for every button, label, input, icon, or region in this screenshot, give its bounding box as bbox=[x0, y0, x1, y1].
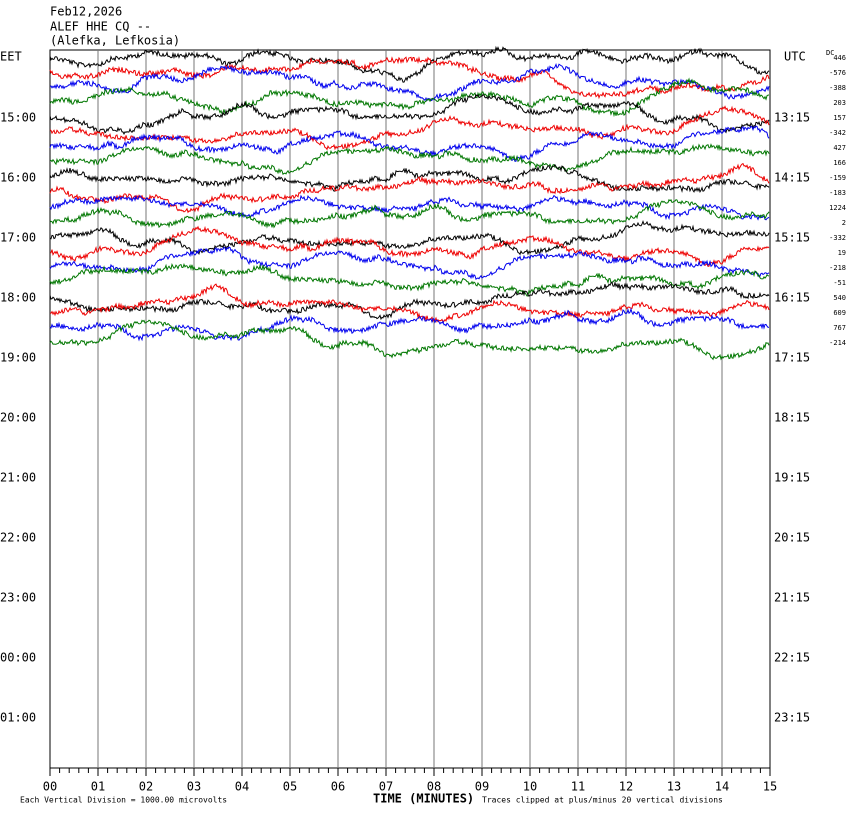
dc-offset: 446 bbox=[833, 54, 846, 62]
x-tick-label: 15 bbox=[763, 780, 777, 794]
right-hour-label: 23:15 bbox=[774, 711, 810, 725]
dc-offset: 540 bbox=[833, 294, 846, 302]
trace bbox=[49, 319, 770, 361]
dc-offset: -218 bbox=[829, 264, 846, 272]
dc-offset: 609 bbox=[833, 309, 846, 317]
dc-offset: -51 bbox=[833, 279, 846, 287]
dc-offset: 157 bbox=[833, 114, 846, 122]
dc-offset: 1224 bbox=[829, 204, 846, 212]
trace bbox=[49, 198, 770, 229]
x-tick-label: 02 bbox=[139, 780, 153, 794]
x-tick-label: 14 bbox=[715, 780, 729, 794]
dc-offset: 2 bbox=[842, 219, 846, 227]
x-tick-label: 08 bbox=[427, 780, 441, 794]
trace bbox=[49, 164, 770, 193]
left-hour-label: 23:00 bbox=[0, 591, 36, 605]
trace bbox=[49, 220, 770, 256]
x-tick-label: 03 bbox=[187, 780, 201, 794]
right-axis-title: UTC bbox=[784, 50, 806, 64]
trace bbox=[49, 246, 770, 281]
left-hour-label: 22:00 bbox=[0, 531, 36, 545]
trace bbox=[49, 280, 770, 321]
dc-offset: 427 bbox=[833, 144, 846, 152]
x-tick-label: 00 bbox=[43, 780, 57, 794]
trace bbox=[49, 143, 770, 176]
right-hour-label: 17:15 bbox=[774, 351, 810, 365]
dc-offset: -332 bbox=[829, 234, 846, 242]
dc-offset: -576 bbox=[829, 69, 846, 77]
right-hour-label: 21:15 bbox=[774, 591, 810, 605]
trace bbox=[49, 283, 770, 323]
dc-title: DC bbox=[826, 49, 834, 57]
plot-frame bbox=[49, 49, 771, 769]
right-hour-label: 19:15 bbox=[774, 471, 810, 485]
dc-offset: 166 bbox=[833, 159, 846, 167]
left-axis-title: EET bbox=[0, 50, 22, 64]
trace bbox=[49, 56, 770, 100]
trace bbox=[49, 77, 770, 118]
x-tick-label: 13 bbox=[667, 780, 681, 794]
left-hour-label: 15:00 bbox=[0, 111, 36, 125]
trace bbox=[49, 125, 770, 162]
dc-offset: -388 bbox=[829, 84, 846, 92]
dc-offset: -159 bbox=[829, 174, 846, 182]
dc-offset: -183 bbox=[829, 189, 846, 197]
x-tick-label: 04 bbox=[235, 780, 249, 794]
x-tick-label: 11 bbox=[571, 780, 585, 794]
dc-offset: 19 bbox=[838, 249, 846, 257]
date: Feb12,2026 bbox=[50, 5, 122, 19]
right-hour-label: 15:15 bbox=[774, 231, 810, 245]
right-hour-label: 22:15 bbox=[774, 651, 810, 665]
trace bbox=[49, 93, 770, 135]
right-hour-label: 13:15 bbox=[774, 111, 810, 125]
x-tick-label: 07 bbox=[379, 780, 393, 794]
dc-offset: -342 bbox=[829, 129, 846, 137]
right-hour-label: 20:15 bbox=[774, 531, 810, 545]
left-hour-label: 00:00 bbox=[0, 651, 36, 665]
x-axis-title: TIME (MINUTES) bbox=[373, 792, 474, 806]
dc-offset: 203 bbox=[833, 99, 846, 107]
left-hour-label: 01:00 bbox=[0, 711, 36, 725]
location: (Alefka, Lefkosia) bbox=[50, 34, 180, 48]
right-hour-label: 18:15 bbox=[774, 411, 810, 425]
left-hour-label: 17:00 bbox=[0, 231, 36, 245]
x-tick-label: 10 bbox=[523, 780, 537, 794]
scale-note: Each Vertical Division = 1000.00 microvo… bbox=[20, 796, 227, 805]
station: ALEF HHE CQ -- bbox=[50, 20, 151, 34]
dc-offset: -214 bbox=[829, 339, 846, 347]
trace bbox=[49, 45, 770, 83]
left-hour-label: 19:00 bbox=[0, 351, 36, 365]
right-hour-label: 16:15 bbox=[774, 291, 810, 305]
clip-note: Traces clipped at plus/minus 20 vertical… bbox=[482, 796, 723, 805]
trace bbox=[49, 225, 770, 267]
dc-offset: 767 bbox=[833, 324, 846, 332]
x-tick-label: 09 bbox=[475, 780, 489, 794]
trace bbox=[49, 262, 770, 297]
x-tick-label: 01 bbox=[91, 780, 105, 794]
left-hour-label: 18:00 bbox=[0, 291, 36, 305]
trace bbox=[49, 63, 770, 102]
right-hour-label: 14:15 bbox=[774, 171, 810, 185]
left-hour-label: 20:00 bbox=[0, 411, 36, 425]
x-tick-label: 06 bbox=[331, 780, 345, 794]
x-tick-label: 12 bbox=[619, 780, 633, 794]
left-hour-label: 21:00 bbox=[0, 471, 36, 485]
left-hour-label: 16:00 bbox=[0, 171, 36, 185]
x-tick-label: 05 bbox=[283, 780, 297, 794]
trace bbox=[49, 105, 770, 151]
trace bbox=[49, 307, 770, 342]
